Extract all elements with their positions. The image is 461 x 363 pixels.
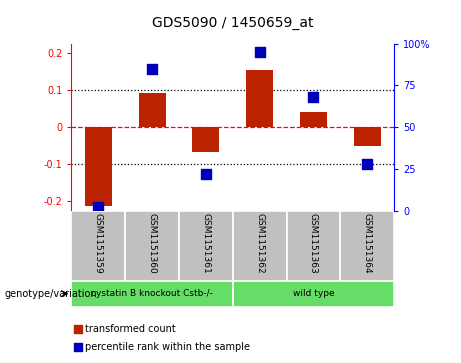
Bar	[125, 211, 179, 281]
Bar	[354, 127, 381, 146]
Bar	[300, 112, 327, 127]
Text: GSM1151363: GSM1151363	[309, 213, 318, 273]
Text: GSM1151362: GSM1151362	[255, 213, 264, 273]
Point	[148, 66, 156, 72]
Point	[256, 49, 263, 55]
Text: transformed count: transformed count	[85, 323, 176, 334]
Text: GDS5090 / 1450659_at: GDS5090 / 1450659_at	[152, 16, 313, 30]
Bar	[287, 211, 340, 281]
Text: GSM1151360: GSM1151360	[148, 213, 157, 273]
Text: cystatin B knockout Cstb-/-: cystatin B knockout Cstb-/-	[91, 289, 213, 298]
Text: genotype/variation: genotype/variation	[5, 289, 97, 299]
Bar	[340, 211, 394, 281]
Point	[75, 344, 82, 350]
Text: wild type: wild type	[293, 289, 334, 298]
Bar	[233, 281, 394, 307]
Bar	[233, 211, 287, 281]
Text: GSM1151359: GSM1151359	[94, 213, 103, 273]
Text: percentile rank within the sample: percentile rank within the sample	[85, 342, 250, 352]
Bar	[85, 127, 112, 206]
Point	[310, 94, 317, 100]
Point	[75, 326, 82, 331]
Text: GSM1151361: GSM1151361	[201, 213, 210, 273]
Point	[202, 171, 210, 177]
Point	[95, 204, 102, 210]
Text: GSM1151364: GSM1151364	[363, 213, 372, 273]
Bar	[71, 211, 125, 281]
Bar	[139, 93, 165, 127]
Bar	[71, 281, 233, 307]
Bar	[193, 127, 219, 152]
Bar	[246, 70, 273, 127]
Point	[364, 161, 371, 167]
Bar	[179, 211, 233, 281]
